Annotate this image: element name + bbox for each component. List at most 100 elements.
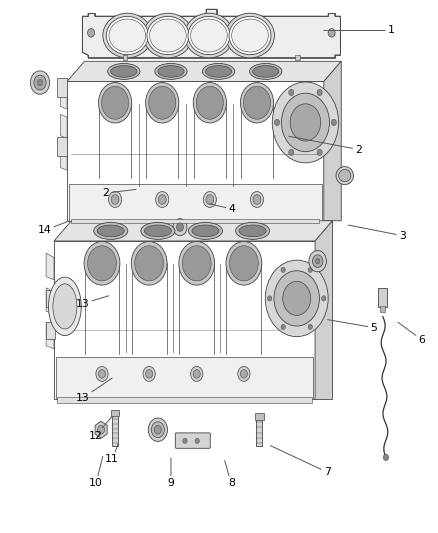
Circle shape (281, 267, 286, 272)
Ellipse shape (94, 222, 128, 239)
Circle shape (37, 79, 42, 86)
Bar (57, 78, 67, 98)
Ellipse shape (239, 225, 266, 237)
Text: 13: 13 (75, 378, 112, 403)
Ellipse shape (84, 241, 120, 285)
Ellipse shape (49, 277, 81, 336)
Ellipse shape (143, 367, 155, 381)
Bar (46, 290, 55, 307)
Ellipse shape (230, 246, 258, 281)
Circle shape (331, 119, 336, 126)
Ellipse shape (150, 19, 186, 52)
Text: 14: 14 (38, 221, 68, 236)
Ellipse shape (250, 63, 282, 79)
Circle shape (272, 82, 339, 163)
Ellipse shape (206, 195, 214, 204)
Text: 13: 13 (75, 296, 109, 309)
Ellipse shape (202, 63, 235, 79)
Polygon shape (82, 9, 340, 58)
Circle shape (177, 223, 184, 231)
Text: 3: 3 (348, 225, 406, 241)
Circle shape (34, 75, 46, 90)
Text: 10: 10 (89, 456, 103, 488)
Circle shape (317, 149, 322, 156)
Ellipse shape (193, 83, 226, 123)
Ellipse shape (193, 369, 200, 378)
Ellipse shape (184, 13, 233, 58)
Ellipse shape (111, 195, 119, 204)
Ellipse shape (158, 66, 184, 77)
Polygon shape (46, 253, 54, 280)
Ellipse shape (106, 17, 148, 55)
Ellipse shape (188, 222, 223, 239)
Bar (295, 55, 300, 60)
Circle shape (383, 454, 389, 461)
Ellipse shape (144, 13, 192, 58)
Polygon shape (46, 322, 54, 349)
Ellipse shape (151, 422, 164, 438)
Bar (255, 413, 264, 419)
Text: 4: 4 (209, 204, 236, 214)
Ellipse shape (336, 166, 353, 184)
Circle shape (289, 149, 294, 156)
Ellipse shape (251, 191, 264, 207)
Ellipse shape (238, 367, 250, 381)
Circle shape (308, 324, 312, 329)
Bar (57, 397, 311, 402)
Ellipse shape (236, 222, 270, 239)
Ellipse shape (109, 191, 122, 207)
Bar (378, 288, 387, 307)
Bar (111, 409, 120, 416)
Ellipse shape (196, 86, 223, 119)
Circle shape (312, 255, 323, 268)
Text: 2: 2 (102, 188, 136, 198)
Ellipse shape (147, 17, 189, 55)
Ellipse shape (203, 191, 216, 207)
Polygon shape (60, 115, 67, 139)
Ellipse shape (108, 63, 140, 79)
Text: 6: 6 (398, 322, 425, 345)
Polygon shape (67, 61, 341, 82)
Polygon shape (46, 288, 54, 314)
Text: 11: 11 (105, 443, 119, 464)
Ellipse shape (146, 369, 152, 378)
Ellipse shape (232, 19, 268, 52)
Ellipse shape (88, 246, 117, 281)
Circle shape (321, 296, 326, 301)
Bar (54, 241, 315, 399)
Bar (56, 357, 313, 399)
Ellipse shape (226, 13, 275, 58)
Text: 1: 1 (324, 26, 395, 36)
Circle shape (98, 425, 105, 434)
Ellipse shape (103, 13, 152, 58)
Text: 7: 7 (271, 446, 331, 477)
Circle shape (265, 260, 328, 337)
Ellipse shape (111, 66, 137, 77)
Circle shape (315, 259, 320, 264)
Circle shape (282, 93, 329, 152)
Ellipse shape (244, 86, 271, 119)
Ellipse shape (229, 17, 271, 55)
Text: 12: 12 (89, 416, 112, 441)
Ellipse shape (154, 425, 161, 434)
Circle shape (283, 281, 311, 316)
Text: 5: 5 (328, 320, 378, 333)
Ellipse shape (226, 241, 262, 285)
Polygon shape (54, 221, 332, 241)
Circle shape (309, 251, 326, 272)
Text: 2: 2 (289, 136, 362, 155)
Ellipse shape (253, 66, 279, 77)
Bar (57, 137, 67, 156)
Text: 8: 8 (225, 461, 235, 488)
Ellipse shape (191, 19, 227, 52)
Circle shape (183, 438, 187, 443)
Ellipse shape (253, 195, 261, 204)
Ellipse shape (179, 241, 215, 285)
Circle shape (275, 119, 280, 126)
Ellipse shape (205, 66, 232, 77)
Bar (123, 55, 127, 60)
Circle shape (195, 438, 199, 443)
Polygon shape (60, 85, 67, 109)
Ellipse shape (155, 63, 187, 79)
Circle shape (289, 90, 294, 96)
